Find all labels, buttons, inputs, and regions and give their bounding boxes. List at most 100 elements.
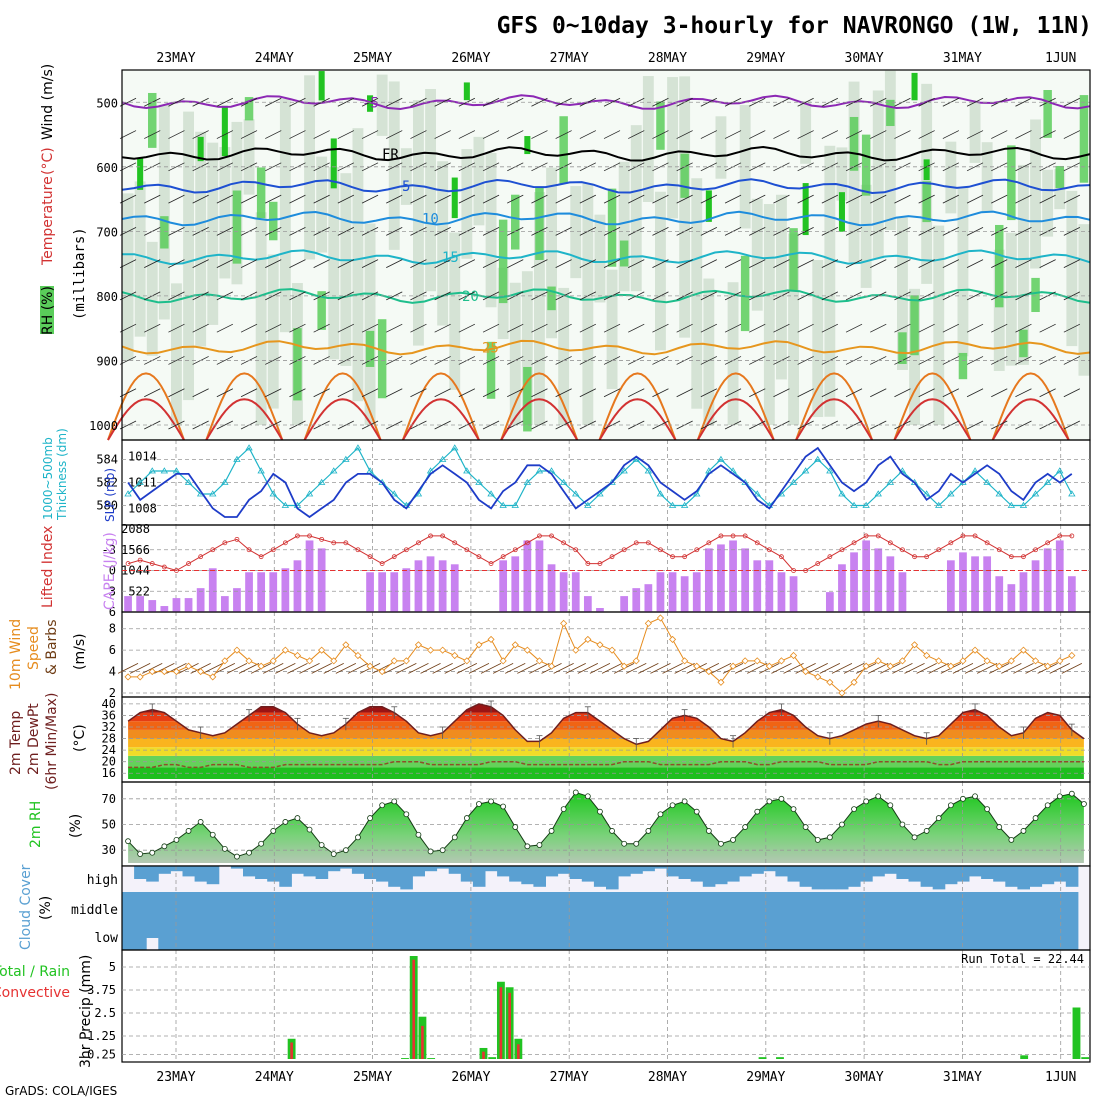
surface-wind-barb [952, 662, 974, 674]
panel-frame [121, 611, 1091, 698]
rh-point [887, 802, 894, 809]
surface-wind-barb [819, 662, 841, 674]
cloud-cell [751, 920, 764, 950]
rh-band [727, 282, 739, 425]
top-date-axis: 23MAY 24MAY 25MAY 26MAY 27MAY 28MAY 29MAY 30MAY… [156, 51, 1076, 66]
wind-barb [434, 162, 451, 172]
wind-barb [507, 194, 524, 204]
cloud-cell [194, 866, 208, 882]
cloud-cover-label: Cloud Cover [18, 864, 34, 950]
cape-bar [668, 572, 677, 612]
temp-tick-label: 36 [102, 708, 116, 722]
thickness-point [680, 501, 689, 508]
wind-speed-point [693, 662, 701, 670]
lifted-index-point [887, 540, 893, 546]
lifted-index-point [403, 547, 409, 553]
cloud-cell [581, 920, 595, 950]
pressure-tick-label: 900 [96, 354, 118, 368]
wind-barb [603, 194, 621, 204]
lifted-index-point [754, 540, 760, 546]
cloud-cell [981, 892, 994, 920]
rh-point [875, 793, 882, 800]
cloud-cell [872, 866, 885, 877]
thickness-point [826, 467, 834, 474]
cloud-cell [170, 892, 183, 920]
cloud-cell [835, 920, 849, 950]
cape-bar [838, 564, 846, 612]
wind-speed-line [128, 617, 1073, 694]
wind-barb [845, 259, 863, 268]
cape-bar [559, 572, 568, 612]
rh-point [947, 802, 954, 809]
wind-barb [386, 356, 403, 365]
surface-wind-barb [626, 662, 647, 674]
rh-point [1020, 828, 1027, 834]
temp-tick-label: 40 [102, 697, 116, 711]
wind-barb [555, 259, 572, 268]
cloud-cell [339, 866, 353, 869]
rh-point [1068, 790, 1075, 797]
rh-point [548, 828, 555, 834]
wind-barb [845, 194, 863, 204]
lifted-index-point [488, 561, 494, 566]
cloud-cell [763, 892, 776, 920]
wind-speed-point [572, 646, 580, 654]
precip-legend-total: Total / Rain [0, 964, 70, 980]
wind-barb [991, 194, 1008, 204]
surface-wind-barb [408, 662, 429, 674]
wind-speed-point [1019, 646, 1028, 654]
wind-barb [749, 130, 766, 139]
wind-barb [797, 420, 814, 430]
wind-barb [652, 162, 669, 172]
cape-bar [765, 560, 774, 612]
bottom-date-label: 1JUN [1045, 1070, 1076, 1085]
boundary-layer-isotherm [401, 372, 480, 441]
surface-wind-barb [831, 662, 853, 674]
rh-point [802, 824, 809, 830]
wind-barb [700, 162, 718, 172]
thickness-tick-label: 582 [96, 476, 118, 490]
wind-barb [797, 227, 814, 236]
rh-moist-band [849, 116, 859, 171]
wind-barb [966, 388, 984, 398]
isotherm-label: 5 [402, 179, 410, 195]
wind-barb [337, 162, 355, 172]
boundary-layer-isotherm [991, 372, 1070, 441]
wind-barb [168, 291, 185, 301]
wind-barb [870, 194, 887, 204]
rh-point [851, 806, 857, 812]
wind-barb [870, 388, 887, 398]
cloud-level-label: high [87, 873, 118, 888]
wind-barb [289, 130, 306, 139]
rh-moist-band [607, 188, 617, 267]
rh-point [282, 819, 289, 825]
thickness-tick-label: 580 [96, 499, 118, 513]
rh-saturated-band [923, 159, 930, 181]
wind-barb [434, 388, 451, 398]
wind-speed-point [1007, 657, 1015, 665]
cloud-cell [920, 892, 934, 920]
rh-point [972, 793, 978, 800]
isotherm-line [121, 288, 1091, 304]
cape-bar [656, 572, 665, 612]
wind-barb [289, 323, 306, 333]
rh-point [500, 803, 507, 810]
surface-wind-barb [432, 662, 453, 674]
wind-barb [1015, 162, 1032, 172]
wind-barb [337, 97, 355, 107]
cloud-cell [811, 892, 825, 920]
cloud-cell [920, 920, 934, 950]
millibars-axis-label: (millibars) [72, 227, 88, 320]
cloud-cell [956, 892, 970, 920]
cloud-cell [751, 892, 764, 920]
cape-bar [850, 552, 858, 612]
lifted-index-point [537, 533, 542, 539]
rh-band [836, 147, 848, 201]
cloud-cell [218, 892, 232, 920]
rh-moist-band [995, 224, 1004, 308]
wind-barb [265, 97, 282, 107]
rh2m-label-a: 2m RH [28, 801, 44, 848]
lifted-index-point [149, 561, 155, 566]
wind-barb [119, 130, 137, 139]
rh-point [584, 793, 591, 800]
